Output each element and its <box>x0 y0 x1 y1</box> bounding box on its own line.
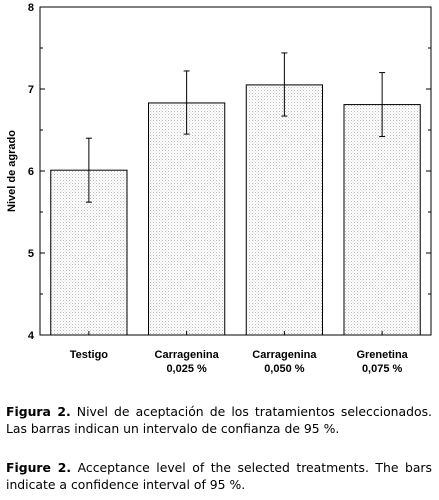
x-tick-label-3: Carragenina <box>252 349 317 361</box>
error-bar-2 <box>183 70 190 135</box>
caption-spanish-text: Nivel de aceptación de los tratamientos … <box>6 404 432 436</box>
bar-chart: 4 5 6 7 8 Testigo Carragenina 0,025 % Carrageni… <box>6 2 432 375</box>
y-tick-label-4: 4 <box>28 330 35 342</box>
caption-english-text: Acceptance level of the selected treatme… <box>6 460 432 492</box>
y-tick-label-5: 5 <box>28 248 34 260</box>
x-tick-label-1: Testigo <box>70 349 109 361</box>
y-axis-label: Nivel de agrado <box>6 130 18 212</box>
caption-spanish: Figura 2. Nivel de aceptación de los tra… <box>6 403 432 437</box>
x-tick-label-2: Carragenina <box>155 349 220 361</box>
y-tick-label-6: 6 <box>28 166 34 178</box>
bar-2 <box>148 102 226 336</box>
caption-english: Figure 2. Acceptance level of the select… <box>6 459 432 493</box>
error-bar-1 <box>85 137 92 203</box>
x-tick-sublabel-3: 0,050 % <box>264 363 305 375</box>
x-tick-sublabel-2: 0,025 % <box>166 363 207 375</box>
bar-4 <box>343 104 421 336</box>
caption-english-label: Figure 2. <box>6 460 72 475</box>
error-bar-4 <box>379 72 386 138</box>
error-bar-3 <box>281 52 288 117</box>
caption-spanish-label: Figura 2. <box>6 404 71 419</box>
bar-3 <box>245 84 323 336</box>
y-tick-label-7: 7 <box>28 84 34 96</box>
x-tick-label-4: Grenetina <box>356 349 408 361</box>
y-tick-label-8: 8 <box>28 2 34 14</box>
x-tick-sublabel-4: 0,075 % <box>362 363 403 375</box>
